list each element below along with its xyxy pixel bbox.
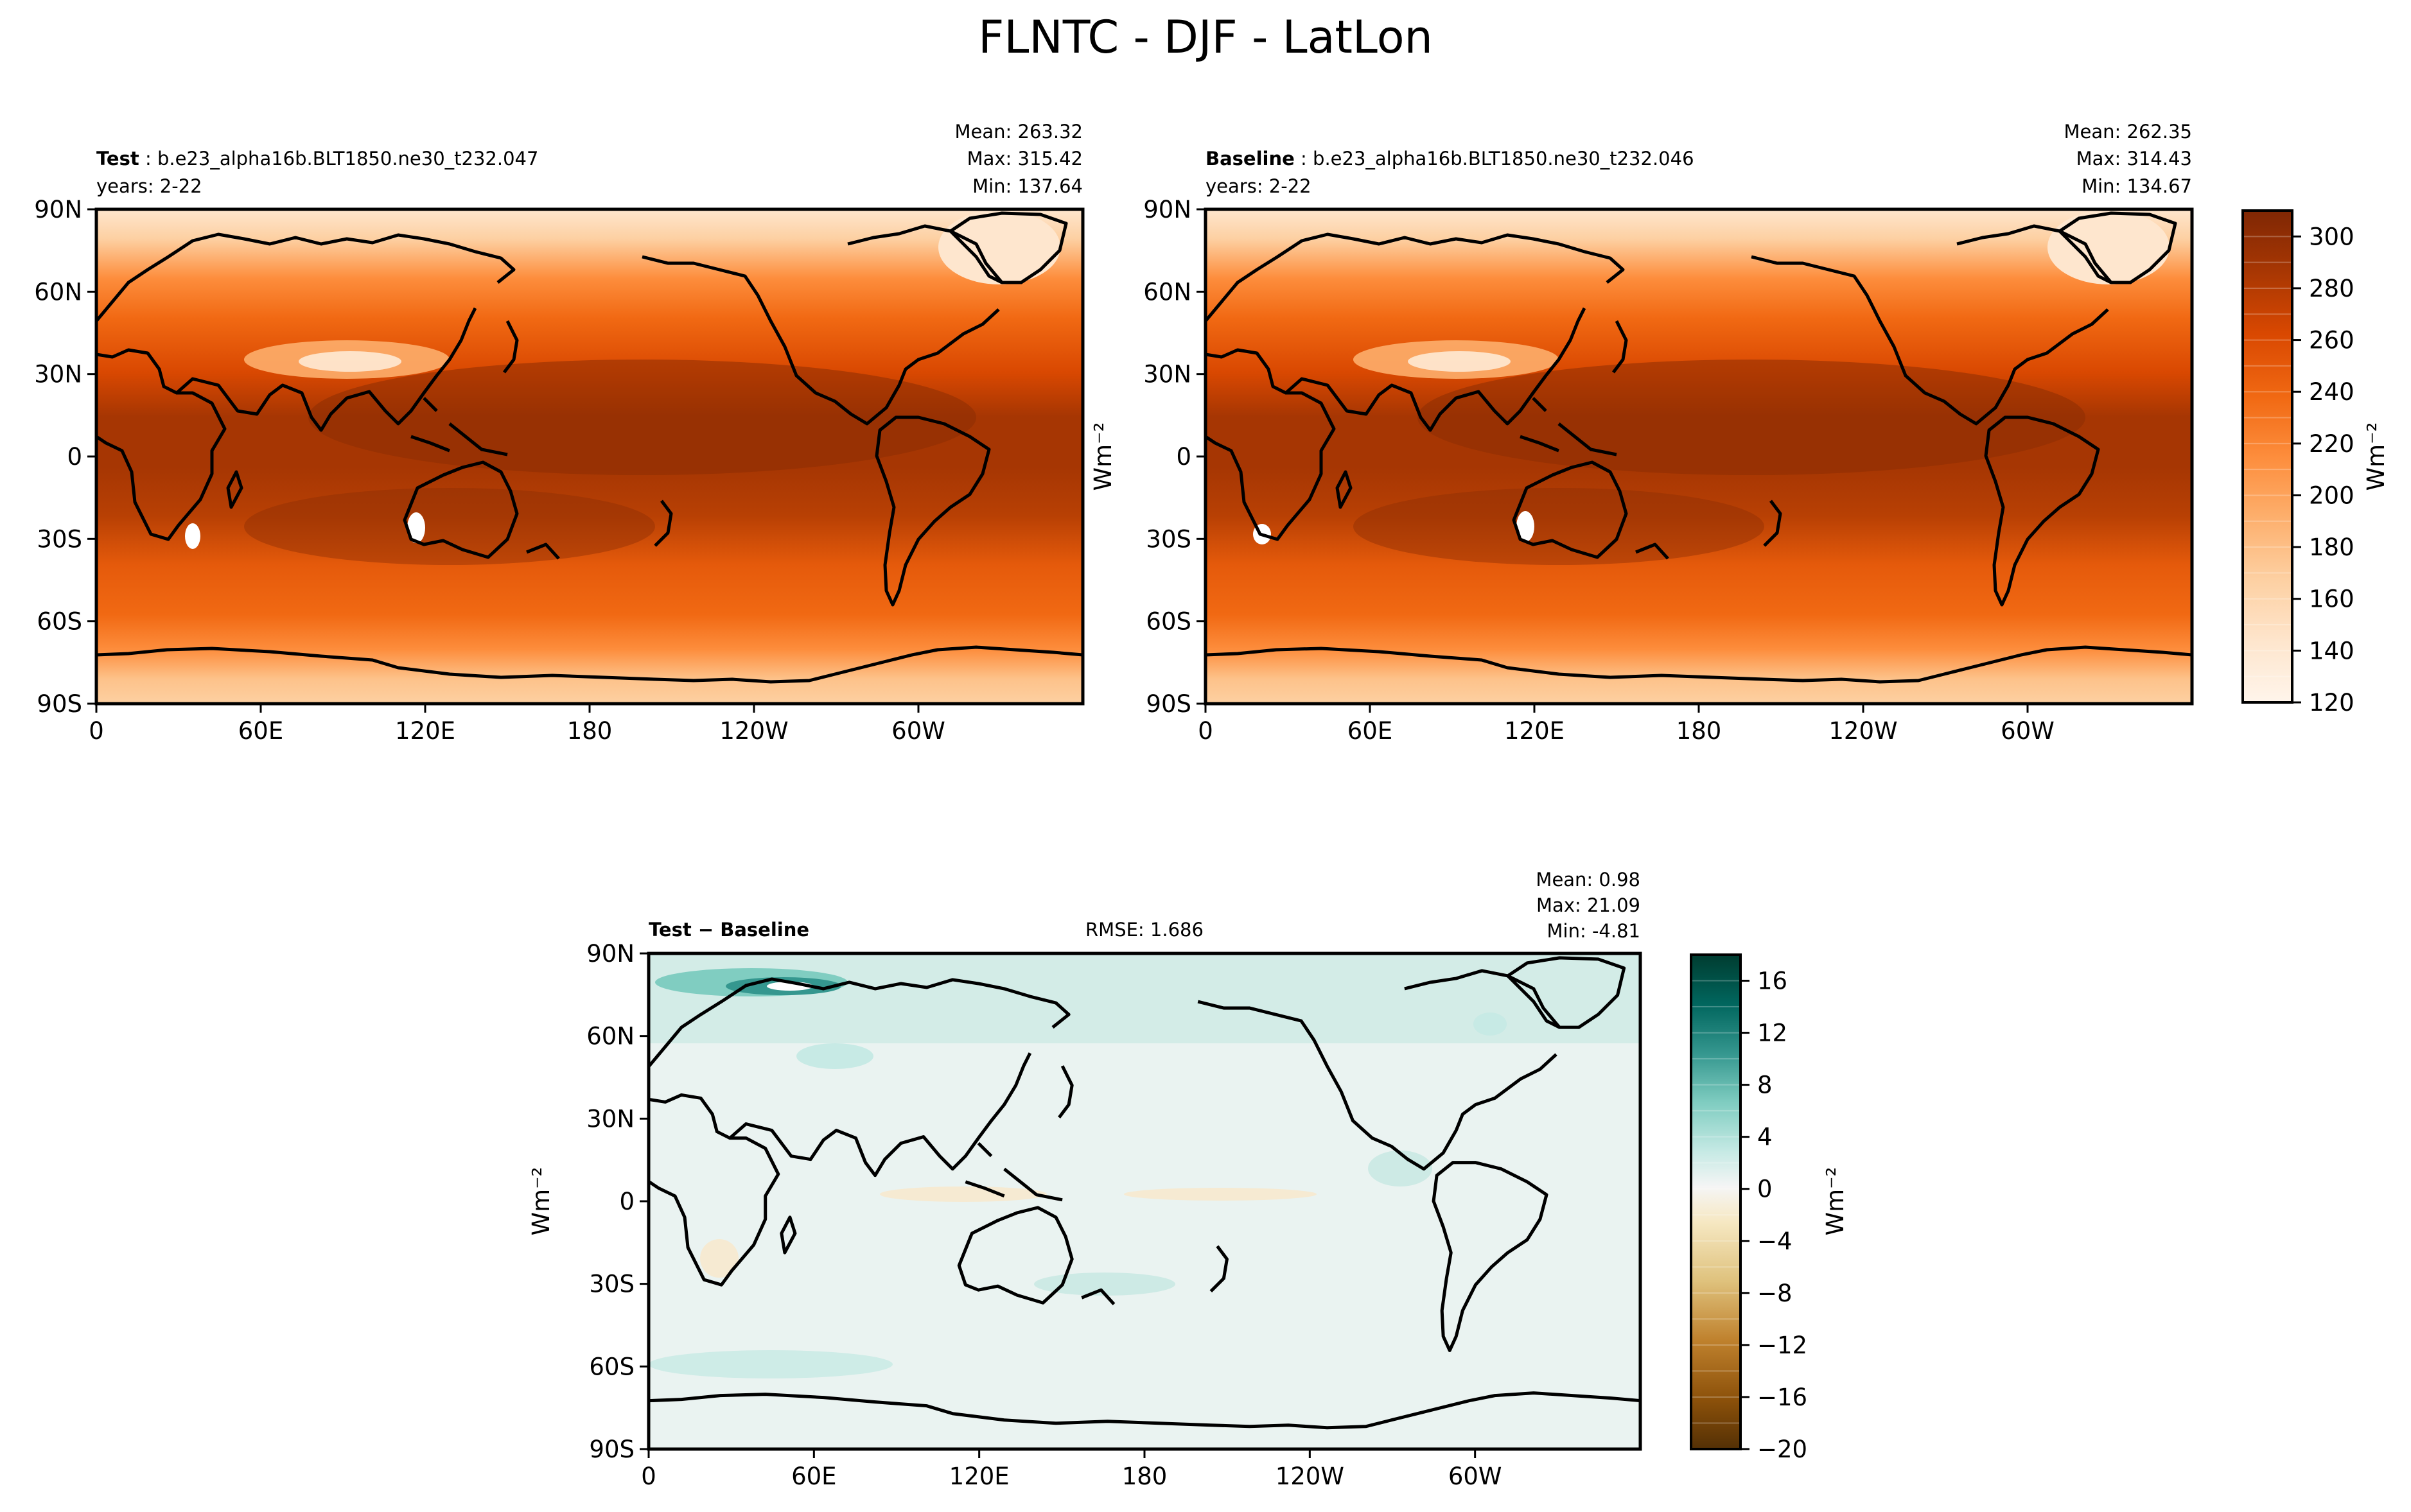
- oranges-colorbar-tick-label: 300: [2309, 223, 2354, 250]
- test-xtick-label: 120E: [395, 717, 455, 745]
- test-separator: :: [139, 148, 157, 169]
- diverging-colorbar-tick-label: −16: [1757, 1384, 1807, 1411]
- oranges-colorbar-tick-label: 140: [2309, 637, 2354, 665]
- difference-xtick-label: 180: [1122, 1463, 1168, 1490]
- diverging-colorbar-tick-label: −20: [1757, 1436, 1807, 1463]
- svg-text:Test : b.e23_alpha16b.BLT1850.: Test : b.e23_alpha16b.BLT1850.ne30_t232.…: [96, 148, 538, 169]
- svg-text:Baseline : b.e23_alpha16b.BLT1: Baseline : b.e23_alpha16b.BLT1850.ne30_t…: [1206, 148, 1694, 169]
- test-xtick-label: 180: [567, 717, 613, 745]
- test-max: Max: 315.42: [967, 148, 1083, 169]
- baseline-xtick-label: 0: [1198, 717, 1213, 745]
- difference-ytick-label: 90S: [589, 1436, 635, 1463]
- test-xtick-label: 60E: [238, 717, 283, 745]
- oranges-colorbar-tick-label: 200: [2309, 482, 2354, 509]
- baseline-xtick-label: 60W: [2001, 717, 2055, 745]
- baseline-ylabel: Wm⁻²: [1089, 422, 1117, 491]
- test-panel-header: Test : b.e23_alpha16b.BLT1850.ne30_t232.…: [96, 121, 1083, 197]
- test-case-name: b.e23_alpha16b.BLT1850.ne30_t232.047: [157, 148, 539, 169]
- oranges-colorbar-tick-label: 280: [2309, 275, 2354, 302]
- difference-min: Min: -4.81: [1547, 920, 1640, 942]
- test-label: Test: [96, 148, 139, 169]
- difference-xtick-label: 0: [641, 1463, 656, 1490]
- test-years: years: 2-22: [96, 175, 202, 197]
- test-ytick-label: 30S: [37, 525, 82, 553]
- baseline-separator: :: [1295, 148, 1313, 169]
- baseline-ytick-label: 60S: [1146, 608, 1191, 636]
- baseline-ytick-label: 30S: [1146, 525, 1191, 553]
- test-ytick-label: 90N: [34, 196, 82, 223]
- test-ytick-label: 60N: [34, 278, 82, 306]
- test-xtick-label: 60W: [891, 717, 945, 745]
- baseline-ytick-label: 90S: [1146, 690, 1191, 718]
- test-ytick-label: 60S: [37, 608, 82, 636]
- oranges-colorbar-tick-label: 240: [2309, 378, 2354, 406]
- baseline-case-name: b.e23_alpha16b.BLT1850.ne30_t232.046: [1313, 148, 1694, 169]
- oranges-colorbar-tick-label: 180: [2309, 534, 2354, 561]
- difference-panel-header: Test − Baseline RMSE: 1.686 Mean: 0.98 M…: [649, 869, 1640, 942]
- diverging-colorbar-tick-label: 0: [1757, 1176, 1773, 1203]
- test-ytick-label: 30N: [34, 361, 82, 388]
- difference-ytick-label: 90N: [586, 940, 635, 968]
- test-mean: Mean: 263.32: [955, 121, 1083, 143]
- test-xtick-label: 120W: [719, 717, 788, 745]
- difference-ylabel: Wm⁻²: [527, 1167, 555, 1236]
- diverging-colorbar-tick-label: −12: [1757, 1332, 1807, 1359]
- baseline-xtick-label: 180: [1676, 717, 1722, 745]
- baseline-ytick-label: 90N: [1143, 196, 1191, 223]
- difference-xtick-label: 120W: [1276, 1463, 1344, 1490]
- test-min: Min: 137.64: [972, 175, 1083, 197]
- diverging-colorbar-tick-label: 12: [1757, 1020, 1787, 1047]
- baseline-years: years: 2-22: [1206, 175, 1311, 197]
- oranges-colorbar: 120 140 160 180 200 220 240 260 280 300 Wm⁻²: [2241, 209, 2390, 717]
- diverging-colorbar-tick-label: −4: [1757, 1228, 1793, 1255]
- baseline-label: Baseline: [1206, 148, 1295, 169]
- difference-max: Max: 21.09: [1536, 894, 1640, 916]
- difference-mean: Mean: 0.98: [1536, 869, 1640, 891]
- baseline-axes: 0 60E 120E 180 120W 60W 90N 60N 30N 0 30S 60S 90S: [1143, 196, 2055, 745]
- test-ytick-label: 90S: [37, 690, 82, 718]
- test-xtick-label: 0: [89, 717, 104, 745]
- oranges-colorbar-tick-label: 260: [2309, 327, 2354, 354]
- diverging-colorbar: −20 −16 −12 −8 −4 0 4 8 12 16 Wm⁻²: [1690, 953, 1849, 1463]
- baseline-min: Min: 134.67: [2082, 175, 2192, 197]
- test-axes: 0 60E 120E 180 120W 60W 90N 60N 30N 0 30S 60S 90S: [34, 196, 945, 745]
- test-map-field: [96, 209, 1083, 704]
- difference-map-field: [649, 953, 1640, 1449]
- difference-rmse: RMSE: 1.686: [1085, 919, 1204, 941]
- baseline-xtick-label: 60E: [1347, 717, 1392, 745]
- baseline-xtick-label: 120E: [1504, 717, 1565, 745]
- baseline-mean: Mean: 262.35: [2064, 121, 2192, 143]
- baseline-panel-header: Baseline : b.e23_alpha16b.BLT1850.ne30_t…: [1206, 121, 2192, 197]
- difference-axes: 0 60E 120E 180 120W 60W 90N 60N 30N 0 30S 60S 90S: [586, 940, 1502, 1490]
- diverging-colorbar-tick-label: 4: [1757, 1124, 1773, 1151]
- baseline-max: Max: 314.43: [2076, 148, 2192, 169]
- diverging-colorbar-tick-label: −8: [1757, 1280, 1793, 1307]
- difference-xtick-label: 120E: [949, 1463, 1010, 1490]
- difference-ytick-label: 30N: [586, 1105, 635, 1133]
- baseline-xtick-label: 120W: [1828, 717, 1897, 745]
- oranges-colorbar-tick-label: 120: [2309, 689, 2354, 717]
- difference-ytick-label: 0: [619, 1188, 635, 1215]
- baseline-ytick-label: 60N: [1143, 278, 1191, 306]
- difference-ytick-label: 60S: [589, 1353, 635, 1380]
- difference-ytick-label: 30S: [589, 1271, 635, 1298]
- diverging-colorbar-label: Wm⁻²: [1821, 1167, 1849, 1236]
- baseline-map-field: [1206, 209, 2192, 704]
- difference-ytick-label: 60N: [586, 1023, 635, 1050]
- difference-xtick-label: 60W: [1448, 1463, 1502, 1490]
- difference-label: Test − Baseline: [649, 919, 809, 941]
- diverging-colorbar-tick-label: 8: [1757, 1072, 1773, 1099]
- diverging-colorbar-tick-label: 16: [1757, 968, 1787, 995]
- test-ytick-label: 0: [67, 443, 82, 471]
- figure-title: FLNTC - DJF - LatLon: [978, 11, 1433, 64]
- oranges-colorbar-tick-label: 220: [2309, 430, 2354, 458]
- baseline-ytick-label: 0: [1176, 443, 1191, 471]
- difference-xtick-label: 60E: [791, 1463, 836, 1490]
- oranges-colorbar-tick-label: 160: [2309, 586, 2354, 613]
- oranges-colorbar-label: Wm⁻²: [2362, 422, 2390, 491]
- baseline-ytick-label: 30N: [1143, 361, 1191, 388]
